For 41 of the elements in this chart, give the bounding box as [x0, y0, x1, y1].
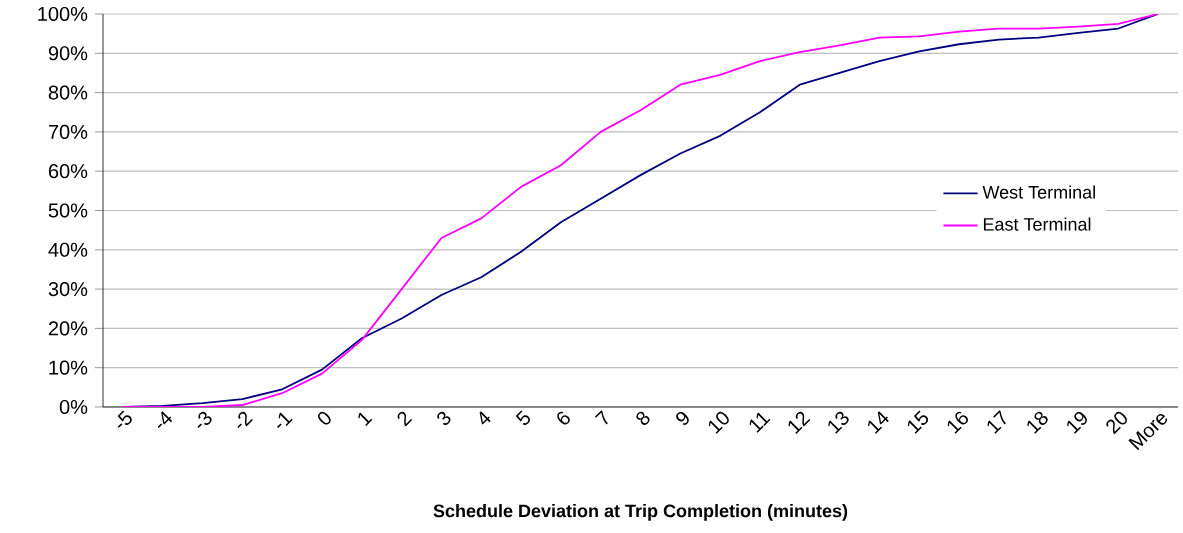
line-series [122, 13, 1159, 407]
y-tick-label: 90% [48, 46, 88, 61]
x-tick-label: -3 [197, 411, 212, 428]
x-tick-label: 8 [636, 411, 650, 425]
y-tick-label: 20% [48, 321, 88, 336]
x-tick-label: 2 [397, 411, 413, 427]
x-tick-label: 17 [987, 410, 1006, 434]
y-tick-label: 50% [48, 203, 88, 218]
x-tick-label: 1 [358, 412, 373, 426]
x-tick-label: 9 [676, 411, 689, 425]
x-tick-label: 5 [515, 410, 530, 425]
x-tick-label: -4 [157, 411, 173, 428]
x-tick-label: -5 [117, 410, 132, 428]
x-axis-title: Schedule Deviation at Trip Completion (minutes) [433, 504, 848, 521]
x-tick-label: -2 [237, 411, 253, 428]
x-tick-label: 3 [437, 411, 451, 425]
y-tick-label: 0% [59, 399, 88, 415]
x-tick-label: 15 [907, 410, 929, 434]
x-tick-label: 14 [868, 411, 889, 434]
legend-label: East Terminal [983, 217, 1091, 231]
y-tick-label: 100% [38, 6, 88, 22]
x-tick-label: 18 [1027, 411, 1048, 434]
y-tick-label: 30% [48, 282, 88, 297]
y-tick-label: 80% [48, 85, 88, 100]
y-tick-label: 60% [48, 164, 88, 179]
x-tick-label: -1 [277, 412, 293, 428]
x-tick-label: 16 [947, 411, 968, 434]
x-tick-label: 20 [1106, 411, 1127, 435]
x-tick-label: 0 [317, 411, 331, 425]
x-tick-label: 6 [557, 411, 570, 425]
y-tick-label: 40% [48, 242, 88, 257]
y-tick-label: 10% [49, 360, 88, 375]
x-tick-label: 13 [828, 411, 849, 434]
x-tick-label: 12 [788, 411, 811, 434]
y-tick-label: 70% [48, 124, 88, 139]
x-tick-label: 4 [479, 411, 491, 425]
x-tick-label: 11 [749, 412, 771, 433]
x-tick-label: 10 [708, 411, 729, 434]
legend-label: West Terminal [982, 185, 1095, 199]
x-tick-label: 19 [1067, 411, 1087, 434]
x-tick-label: 7 [595, 410, 608, 425]
